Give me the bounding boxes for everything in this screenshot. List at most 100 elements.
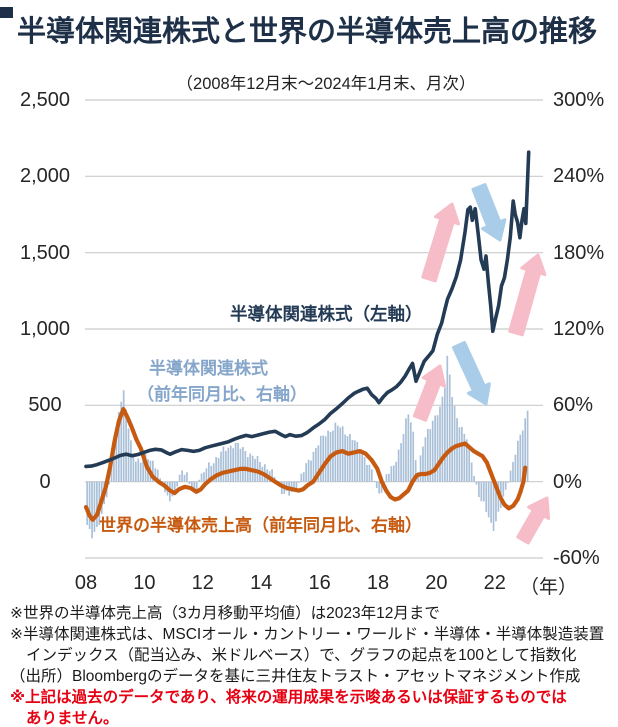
yoy-bar (317, 445, 320, 482)
yoy-bar (183, 474, 186, 482)
yoy-bar (351, 440, 354, 482)
yoy-bar (463, 433, 466, 482)
yoy-bar (139, 462, 142, 482)
yoy-bar (113, 449, 115, 482)
yoy-bar (256, 456, 259, 482)
trend-arrow-up-icon (508, 253, 547, 337)
footnote-text: （出所）Bloombergのデータを基に三井住友トラスト・アセットマネジメント作… (10, 668, 581, 685)
left-axis-tick-label: 500 (28, 394, 62, 417)
corner-mark (0, 7, 13, 18)
yoy-bar (173, 481, 176, 493)
yoy-bar (388, 473, 390, 482)
yoy-bar (514, 454, 517, 482)
page-title: 半導体関連株式と世界の半導体売上高の推移 (17, 16, 598, 48)
yoy-bar (300, 473, 303, 482)
yoy-bar (434, 415, 436, 482)
yoy-bar (229, 445, 232, 482)
trend-arrow-up-icon (421, 202, 460, 283)
yoy-bar (409, 422, 412, 482)
yoy-bar (310, 460, 312, 482)
yoy-bar (344, 434, 346, 482)
yoy-bar (88, 481, 91, 530)
right-axis-tick-label: 240% (553, 165, 605, 188)
yoy-bar (134, 461, 137, 482)
yoy-bar (468, 444, 471, 482)
legend-stock-yoy-line1: 半導体関連株式 (149, 359, 268, 378)
yoy-bar (446, 355, 449, 482)
left-axis-tick-label: 0 (39, 470, 51, 493)
yoy-bar (188, 481, 191, 484)
yoy-bar (412, 431, 415, 482)
disclaimer-text: ありません。 (26, 710, 119, 727)
yoy-bar (295, 481, 298, 492)
yoy-bar (390, 466, 393, 482)
yoy-bar (453, 406, 456, 482)
yoy-bar (176, 481, 179, 487)
yoy-bar (444, 387, 446, 482)
yoy-bar (234, 442, 237, 482)
sales-yoy-line (83, 407, 528, 522)
yoy-bar (171, 481, 174, 497)
yoy-bar (504, 481, 507, 490)
footnote-text: ※世界の半導体売上高（3カ月移動平均値）は2023年12月まで (10, 605, 440, 622)
yoy-bar (195, 481, 198, 490)
yoy-bar (346, 436, 349, 482)
yoy-bar (380, 481, 383, 493)
x-axis-tick-label: 08 (74, 572, 98, 594)
yoy-bar (465, 439, 468, 482)
x-axis-tick-label: 10 (133, 572, 156, 594)
yoy-bar (130, 440, 132, 482)
yoy-bar (422, 446, 424, 482)
trend-arrow-up-icon (412, 364, 447, 422)
x-axis-tick-label: 22 (483, 572, 506, 594)
yoy-bar (210, 465, 213, 482)
yoy-bar (222, 446, 225, 482)
yoy-bar (470, 462, 473, 482)
trend-arrow-up-icon (516, 496, 551, 545)
yoy-bar (190, 481, 193, 491)
x-axis-tick-label: 20 (425, 572, 448, 594)
yoy-bar (341, 426, 344, 482)
yoy-bar (378, 481, 381, 494)
yoy-bar (524, 418, 527, 482)
yoy-bar (356, 441, 359, 482)
yoy-bar (293, 481, 295, 490)
yoy-bar (385, 474, 388, 482)
yoy-bar (482, 481, 485, 502)
yoy-bar (207, 462, 210, 482)
x-axis-unit-label: （年） (520, 577, 578, 598)
left-axis-tick-label: 2,500 (19, 89, 71, 111)
yoy-bar (507, 481, 509, 483)
yoy-bar (426, 428, 429, 482)
legend-stock-yoy: 半導体関連株式 （前年同月比、右軸） (137, 356, 307, 408)
yoy-bar (117, 412, 120, 482)
yoy-bar (271, 469, 273, 482)
chart-subtitle: （2008年12月末～2024年1月末、月次） (176, 75, 476, 93)
yoy-bar (424, 437, 427, 482)
chart-canvas (83, 99, 551, 559)
yoy-bar (441, 396, 444, 482)
yoy-bar (232, 448, 235, 482)
yoy-bar (373, 480, 376, 482)
yoy-bar (492, 481, 495, 531)
yoy-bar (203, 472, 205, 482)
yoy-bar (217, 457, 220, 482)
yoy-bar (156, 469, 159, 482)
yoy-bar (327, 430, 329, 482)
right-axis-tick-label: 60% (553, 394, 594, 417)
right-axis-tick-label: 300% (553, 89, 605, 111)
yoy-bar (242, 447, 244, 482)
trend-arrow-down-icon (471, 183, 507, 242)
x-axis-tick-label: 14 (250, 572, 273, 594)
left-axis-tick-label: 1,500 (19, 241, 71, 264)
yoy-bar (502, 481, 505, 497)
yoy-bar (395, 461, 398, 482)
yoy-bar (517, 440, 519, 482)
yoy-bar (431, 420, 434, 482)
yoy-bar (152, 460, 154, 482)
yoy-bar (485, 481, 488, 513)
yoy-bar (480, 481, 483, 502)
yoy-bar (473, 475, 475, 482)
yoy-bar (349, 434, 351, 482)
yoy-bar (419, 455, 422, 482)
